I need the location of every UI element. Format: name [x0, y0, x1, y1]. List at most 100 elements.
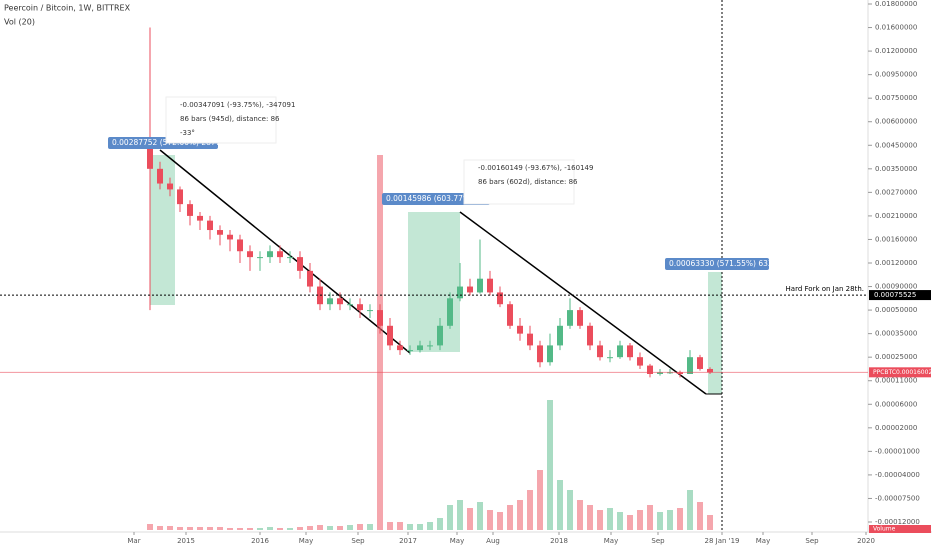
- hard-fork-price-box: [869, 290, 931, 301]
- volume-bar: [537, 470, 543, 530]
- x-tick-label: Aug: [486, 537, 500, 545]
- volume-bar: [637, 510, 643, 530]
- volume-bar: [607, 508, 613, 530]
- y-tick-label: -0.00004000: [875, 471, 920, 479]
- y-tick-label: 0.00210000: [875, 212, 917, 220]
- candle-body: [157, 168, 163, 184]
- volume-bar: [307, 526, 313, 530]
- volume-bar: [557, 480, 563, 530]
- volume-bar: [467, 508, 473, 530]
- candle-body: [467, 286, 473, 293]
- candle-body: [707, 368, 713, 373]
- volume-bar: [597, 510, 603, 530]
- candle-body: [197, 215, 203, 221]
- volume-bar: [277, 528, 283, 530]
- candle-body: [327, 298, 333, 305]
- candle-body: [577, 310, 583, 326]
- volume-bar: [517, 500, 523, 530]
- candle-body: [367, 310, 373, 312]
- x-tick-label: Sep: [805, 537, 819, 545]
- volume-bar: [227, 528, 233, 530]
- volume-bar: [417, 524, 423, 530]
- y-tick-label: 0.01600000: [875, 24, 917, 32]
- y-tick-label: 0.00120000: [875, 259, 917, 267]
- x-tick-label: May: [756, 537, 770, 545]
- volume-bar: [177, 527, 183, 530]
- volume-bar: [387, 522, 393, 530]
- y-tick-label: 0.00090000: [875, 283, 917, 291]
- volume-bar: [527, 490, 533, 530]
- y-tick-label: 0.00270000: [875, 188, 917, 196]
- volume-bar: [647, 505, 653, 530]
- volume-bar: [587, 505, 593, 530]
- y-tick-label: 0.00002000: [875, 424, 917, 432]
- candle-body: [417, 345, 423, 351]
- drawings: [150, 0, 723, 532]
- volume-bar: [677, 508, 683, 530]
- volume-bar: [147, 524, 153, 530]
- volume-bar: [667, 510, 673, 530]
- volume-bar: [157, 526, 163, 530]
- measure-box: [408, 212, 460, 352]
- volume-bar: [397, 522, 403, 530]
- volume-bar: [457, 500, 463, 530]
- candle-body: [527, 333, 533, 346]
- volume-bar: [217, 527, 223, 530]
- measure-tooltip-text: -0.00347091 (-93.75%), -347091: [180, 101, 295, 109]
- y-tick-label: -0.00001000: [875, 447, 920, 455]
- volume-bar: [297, 527, 303, 530]
- volume-bar: [237, 528, 243, 530]
- volume-label: Volume: [873, 526, 896, 533]
- candle-body: [507, 304, 513, 326]
- candle-body: [337, 298, 343, 305]
- candle-body: [587, 325, 593, 346]
- candle-body: [517, 325, 523, 334]
- volume-bar: [627, 515, 633, 530]
- y-tick-label: 0.00350000: [875, 165, 917, 173]
- volume-bar: [497, 512, 503, 530]
- y-tick-label: 0.00750000: [875, 94, 917, 102]
- candle-body: [227, 234, 233, 240]
- x-tick-label: 2018: [550, 537, 568, 545]
- candle-body: [697, 357, 703, 369]
- candle-body: [207, 220, 213, 231]
- x-tick-label: Mar: [127, 537, 140, 545]
- volume-bar: [167, 526, 173, 530]
- candle-body: [657, 372, 663, 374]
- indicator-label: Vol (20): [4, 18, 35, 27]
- measure-price-box: [382, 193, 490, 205]
- trend-line: [159, 149, 411, 354]
- volume-bar: [697, 502, 703, 530]
- y-tick-label: 0.00025000: [875, 353, 917, 361]
- candle-body: [167, 183, 173, 190]
- candle-body: [147, 145, 153, 169]
- candle-body: [307, 270, 313, 287]
- volume-label-box: [869, 525, 931, 533]
- volume-bar: [367, 524, 373, 530]
- trend-line: [459, 211, 707, 395]
- candle-body: [247, 251, 253, 258]
- candle-body: [567, 310, 573, 326]
- candle-body: [237, 239, 243, 252]
- candle-body: [637, 357, 643, 366]
- volume-bar: [327, 526, 333, 530]
- y-tick-label: 0.00450000: [875, 141, 917, 149]
- x-tick-label: 2015: [177, 537, 195, 545]
- y-tick-label: -0.00007500: [875, 494, 920, 502]
- volume-bar: [427, 522, 433, 530]
- volume-bar: [447, 505, 453, 530]
- candle-body: [547, 345, 553, 363]
- volume-bar: [577, 500, 583, 530]
- hard-fork-price: 0.00075525: [874, 291, 916, 299]
- measure-tooltip-text: -33°: [180, 129, 195, 137]
- measure-tooltip: [463, 159, 575, 205]
- measure-price-label: 0.00145986 (603.77%) 145986: [386, 194, 504, 203]
- candle-body: [357, 304, 363, 311]
- volume-bar: [287, 528, 293, 530]
- candle-body: [497, 292, 503, 305]
- candle-body: [287, 257, 293, 259]
- measure-price-box: [665, 258, 769, 270]
- candle-body: [537, 345, 543, 363]
